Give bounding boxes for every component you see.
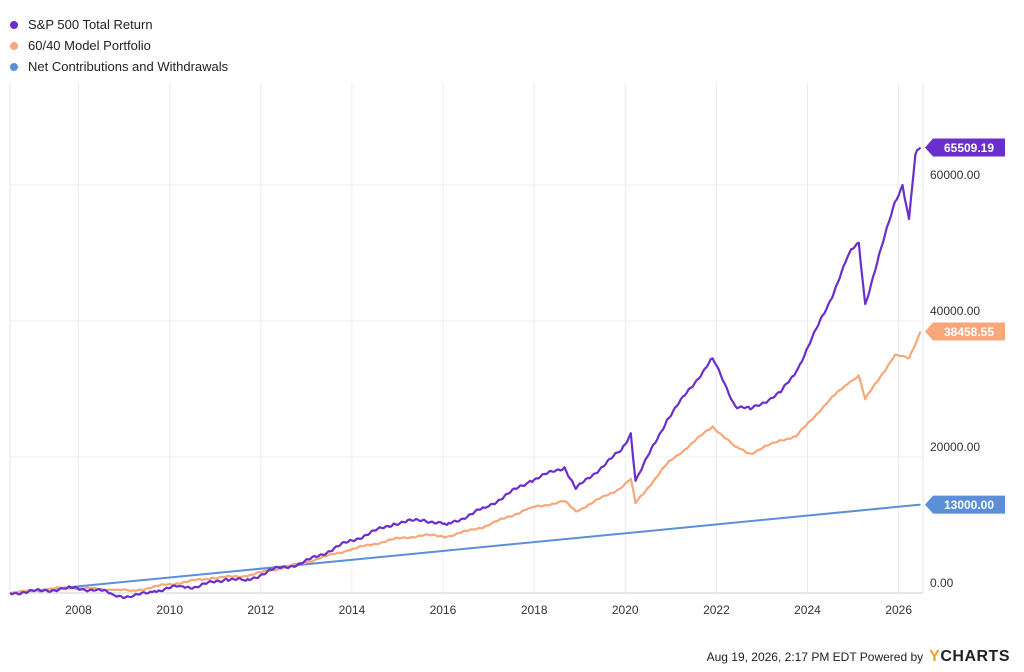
legend: S&P 500 Total Return 60/40 Model Portfol…	[10, 14, 228, 77]
end-label-1: 38458.55	[925, 322, 1005, 341]
end-label-tag	[925, 495, 1005, 514]
ycharts-logo[interactable]: YCHARTS	[929, 648, 1010, 666]
legend-item-contributions[interactable]: Net Contributions and Withdrawals	[10, 56, 228, 77]
grid	[9, 83, 924, 594]
series-line-0	[9, 146, 922, 600]
end-label-text: 65509.19	[944, 141, 994, 155]
y-tick-label: 60000.00	[930, 168, 980, 182]
ycharts-logo-y: Y	[929, 648, 941, 665]
x-tick-label: 2016	[430, 603, 457, 617]
x-tick-label: 2022	[703, 603, 730, 617]
end-labels: 65509.19 38458.55 13000.00	[925, 138, 1005, 514]
ycharts-logo-text: CHARTS	[940, 648, 1010, 665]
end-label-text: 13000.00	[944, 498, 994, 512]
y-tick-label: 40000.00	[930, 304, 980, 318]
end-label-tag	[925, 322, 1005, 341]
legend-dot-contributions	[10, 62, 18, 71]
legend-dot-6040	[10, 41, 18, 50]
x-tick-label: 2008	[65, 603, 92, 617]
legend-label-sp500: S&P 500 Total Return	[28, 17, 153, 32]
legend-item-6040[interactable]: 60/40 Model Portfolio	[10, 35, 228, 56]
x-tick-label: 2010	[156, 603, 183, 617]
x-tick-label: 2024	[794, 603, 821, 617]
x-tick-label: 2018	[521, 603, 548, 617]
footer-timestamp: Aug 19, 2026, 2:17 PM EDT Powered by	[706, 650, 924, 664]
x-tick-label: 2026	[885, 603, 912, 617]
axis-layer: 0.00 20000.00 40000.00 60000.00 2008 2010 2012…	[65, 168, 980, 617]
end-label-2: 13000.00	[925, 495, 1005, 514]
series-line-2	[9, 503, 921, 594]
end-label-tag	[925, 138, 1005, 157]
end-label-text: 38458.55	[944, 325, 994, 339]
x-tick-label: 2012	[247, 603, 274, 617]
x-tick-label: 2020	[612, 603, 639, 617]
x-tick-label: 2014	[339, 603, 366, 617]
series-layer	[9, 146, 922, 600]
series-line-1	[9, 331, 922, 595]
y-tick-label: 0.00	[930, 576, 954, 590]
footer: Aug 19, 2026, 2:17 PM EDT Powered by YCH…	[707, 648, 1010, 666]
legend-item-sp500[interactable]: S&P 500 Total Return	[10, 14, 228, 35]
legend-dot-sp500	[10, 20, 18, 29]
end-label-0: 65509.19	[925, 138, 1005, 157]
legend-label-contributions: Net Contributions and Withdrawals	[28, 59, 229, 74]
y-tick-label: 20000.00	[930, 440, 980, 454]
legend-label-6040: 60/40 Model Portfolio	[28, 38, 151, 53]
